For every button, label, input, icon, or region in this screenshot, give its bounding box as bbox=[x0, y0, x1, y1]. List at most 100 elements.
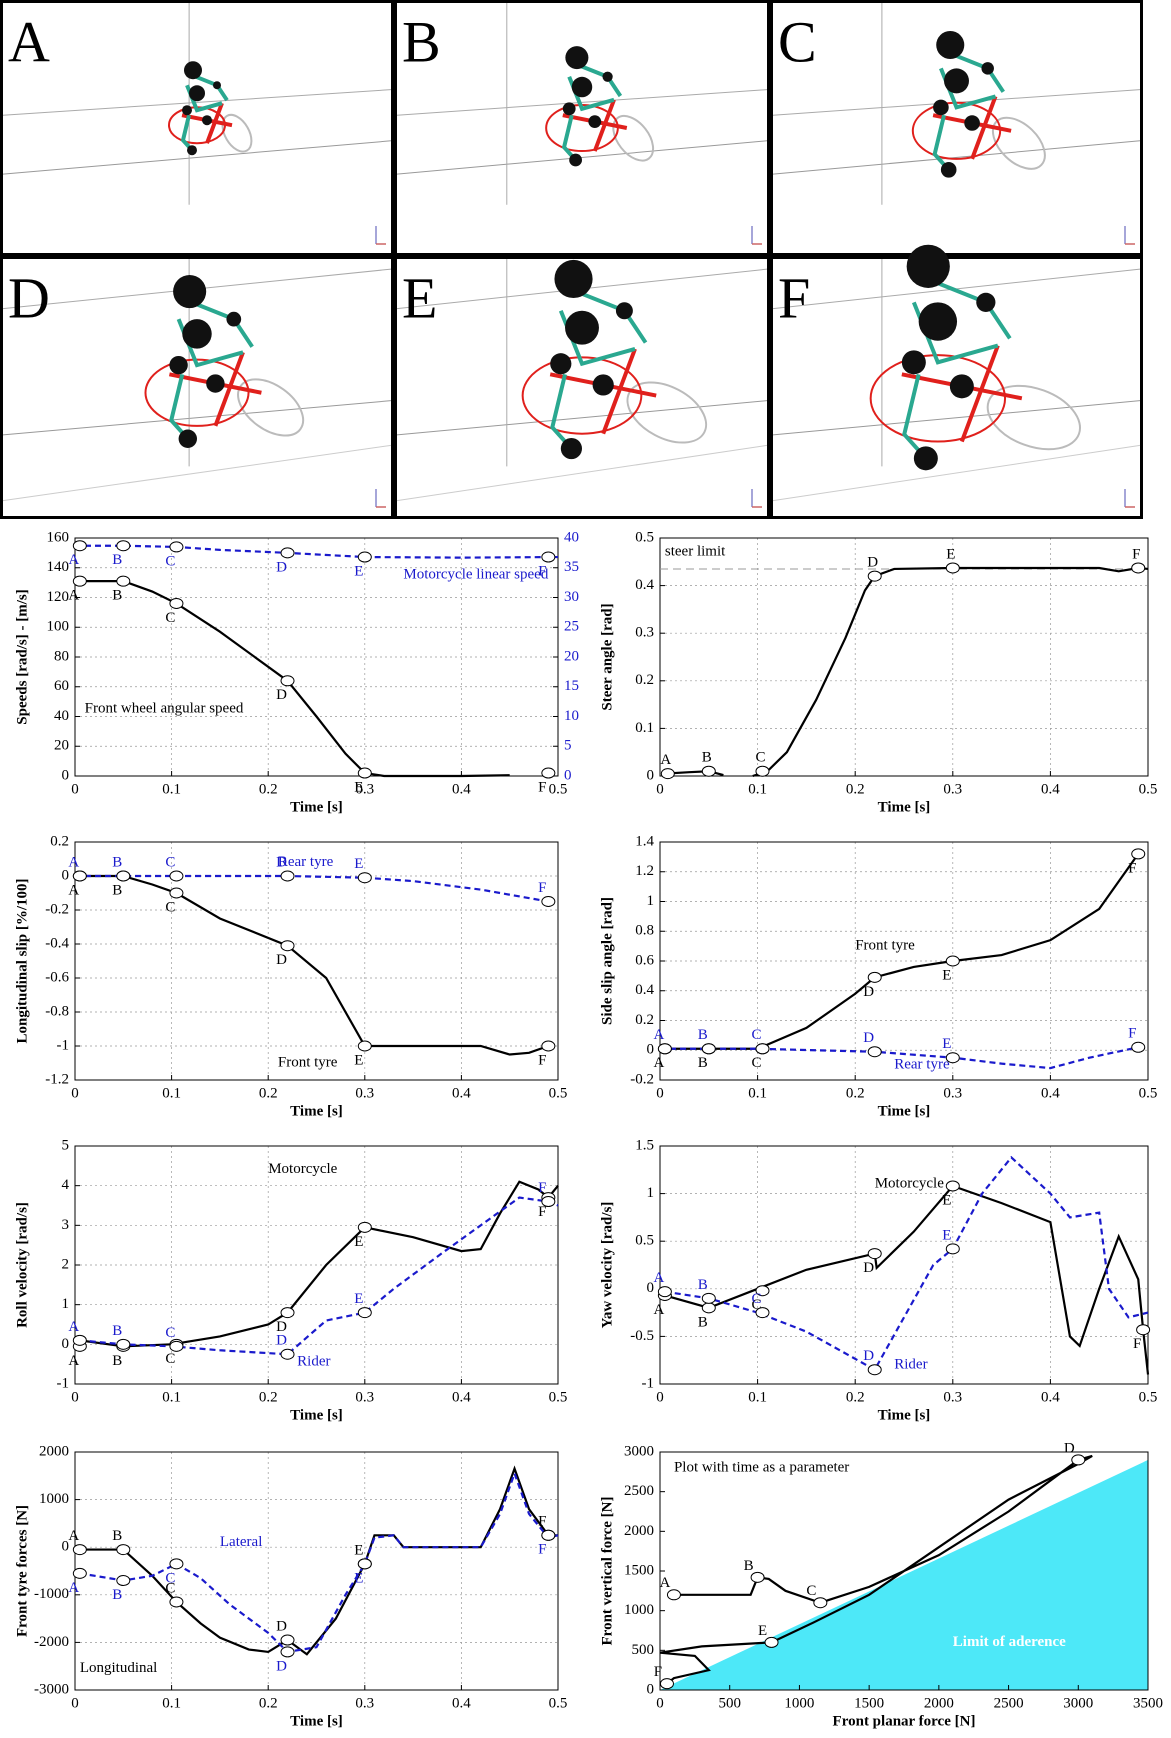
rider-joint bbox=[913, 446, 938, 471]
y-tick-label: 0 bbox=[647, 767, 655, 783]
series-line bbox=[75, 874, 549, 1056]
point-label: C bbox=[165, 899, 175, 915]
point-marker bbox=[169, 887, 184, 899]
point-label: B bbox=[112, 552, 122, 568]
point-label: F bbox=[1128, 860, 1136, 876]
x-tick-label: 0 bbox=[656, 1389, 664, 1405]
chart: 0 0.1 0.2 0.3 0.4 0.5 0 0.1 0.2 0.3 0.4 0.5 Time [s]… bbox=[599, 529, 1157, 815]
plot-frame bbox=[74, 841, 559, 1081]
point-label: B bbox=[112, 1587, 122, 1603]
wheel bbox=[626, 381, 708, 444]
y-tick-label: -3000 bbox=[34, 1681, 69, 1697]
point-label: D bbox=[867, 555, 878, 571]
point-label: E bbox=[946, 546, 955, 562]
y-axis-label: Steer angle [rad] bbox=[599, 603, 615, 710]
x-axis-label: Time [s] bbox=[290, 1103, 343, 1119]
y-tick-label: 1.2 bbox=[635, 863, 654, 879]
point-label: D bbox=[276, 1319, 287, 1335]
point-label: F bbox=[538, 1180, 546, 1196]
series-label: Rider bbox=[894, 1356, 927, 1372]
rider-joint bbox=[571, 76, 593, 98]
y-tick-label: 0 bbox=[647, 1681, 655, 1697]
point-label: E bbox=[354, 1542, 363, 1558]
point-label: A bbox=[653, 1302, 664, 1318]
y-axis-label: Front vertical force [N] bbox=[599, 1497, 615, 1646]
rider-joint bbox=[602, 71, 613, 82]
point-marker bbox=[357, 872, 372, 884]
y2-tick-label: 30 bbox=[564, 589, 579, 605]
point-marker bbox=[867, 1046, 882, 1058]
y-axis-label: Longitudinal slip [%/100] bbox=[14, 878, 30, 1043]
point-label: D bbox=[276, 854, 287, 870]
point-label: C bbox=[165, 1580, 175, 1596]
point-label: A bbox=[68, 1319, 79, 1335]
x-tick-label: 0 bbox=[71, 781, 79, 797]
y-tick-label: -0.6 bbox=[45, 969, 69, 985]
point-label: B bbox=[112, 1353, 122, 1369]
point-label: E bbox=[354, 856, 363, 872]
point-marker bbox=[666, 1589, 681, 1601]
x-tick-label: 0.3 bbox=[943, 1085, 962, 1101]
fairing bbox=[869, 354, 1007, 443]
point-marker bbox=[280, 675, 295, 687]
point-label: F bbox=[538, 1204, 546, 1220]
x-tick-label: 0.5 bbox=[549, 1695, 568, 1711]
point-marker bbox=[1071, 1454, 1086, 1466]
point-label: A bbox=[68, 882, 79, 898]
fairing bbox=[521, 356, 643, 435]
frame bbox=[959, 344, 1000, 443]
rider-joint bbox=[569, 153, 582, 167]
x-tick-label: 0.5 bbox=[1139, 1389, 1158, 1405]
y-tick-label: 2500 bbox=[624, 1483, 654, 1499]
x-tick-label: 0.2 bbox=[259, 781, 278, 797]
y-tick-label: 0 bbox=[647, 1280, 655, 1296]
rider-joint bbox=[226, 311, 242, 327]
y-tick-label: 120 bbox=[47, 589, 70, 605]
y2-tick-label: 0 bbox=[564, 767, 572, 783]
series-label: Rider bbox=[297, 1354, 330, 1370]
point-marker bbox=[357, 1307, 372, 1319]
point-label: C bbox=[751, 1055, 761, 1071]
y2-tick-label: 25 bbox=[564, 619, 579, 635]
y-tick-label: 140 bbox=[47, 559, 70, 575]
point-marker bbox=[116, 1575, 131, 1587]
y-tick-label: 0.2 bbox=[635, 1012, 654, 1028]
x-tick-label: 0.2 bbox=[259, 1389, 278, 1405]
point-label: F bbox=[1132, 546, 1140, 562]
point-label: E bbox=[354, 1052, 363, 1068]
point-marker bbox=[945, 562, 960, 574]
point-label: C bbox=[165, 1325, 175, 1341]
point-label: A bbox=[660, 1575, 671, 1591]
point-marker bbox=[169, 1558, 184, 1570]
point-label: B bbox=[702, 750, 712, 766]
point-label: C bbox=[751, 1291, 761, 1307]
point-label: F bbox=[538, 1514, 546, 1530]
point-marker bbox=[72, 1544, 87, 1556]
point-marker bbox=[657, 1286, 672, 1298]
x-tick-label: 0 bbox=[656, 1695, 664, 1711]
y-tick-label: 500 bbox=[632, 1642, 655, 1658]
point-label: E bbox=[354, 563, 363, 579]
x-tick-label: 0.4 bbox=[452, 1695, 471, 1711]
point-marker bbox=[116, 575, 131, 587]
point-label: A bbox=[660, 752, 671, 768]
point-label: C bbox=[806, 1583, 816, 1599]
y-tick-label: 0 bbox=[62, 1336, 70, 1352]
x-tick-label: 0.3 bbox=[355, 781, 374, 797]
x-tick-label: 0.4 bbox=[452, 1085, 471, 1101]
y-tick-label: 0.5 bbox=[635, 1233, 654, 1249]
rider-joint bbox=[182, 319, 212, 349]
x-tick-label: 0.5 bbox=[549, 1389, 568, 1405]
point-label: F bbox=[538, 880, 546, 896]
rider-joint bbox=[940, 162, 957, 178]
point-marker bbox=[357, 767, 372, 779]
point-marker bbox=[72, 575, 87, 587]
point-marker bbox=[1136, 1324, 1151, 1336]
x-tick-label: 0.1 bbox=[748, 1085, 767, 1101]
panel-label: E bbox=[402, 265, 437, 330]
y-tick-label: 0.6 bbox=[635, 952, 654, 968]
point-marker bbox=[72, 1334, 87, 1346]
point-marker bbox=[541, 551, 556, 563]
point-label: E bbox=[354, 1291, 363, 1307]
chart: 0 0.1 0.2 0.3 0.4 0.5020406080100120140160051… bbox=[14, 529, 579, 815]
